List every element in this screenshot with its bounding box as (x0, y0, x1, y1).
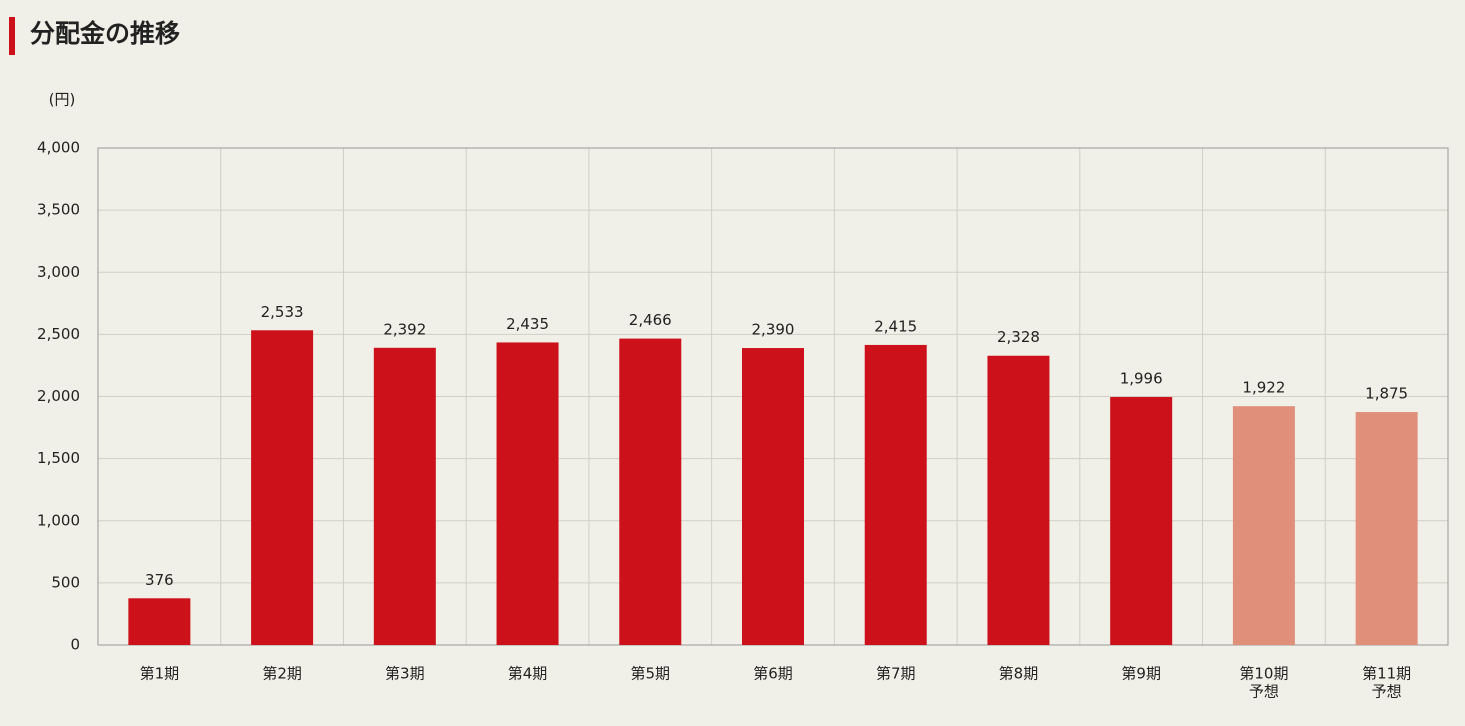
value-label: 2,415 (874, 317, 917, 335)
x-tick-label: 第1期 (140, 665, 180, 683)
bar (1232, 406, 1295, 645)
value-label: 2,435 (506, 315, 549, 333)
value-label: 2,533 (261, 303, 304, 321)
chart-title: 分配金の推移 (30, 19, 180, 48)
y-tick-label: 500 (51, 573, 80, 591)
bar (742, 348, 804, 645)
y-tick-label: 0 (70, 636, 80, 654)
y-tick-label: 3,000 (37, 263, 80, 281)
y-tick-label: 1,500 (37, 449, 80, 467)
x-tick-note: 予想 (1249, 683, 1279, 701)
x-tick-label: 第11期 (1362, 665, 1411, 683)
y-tick-label: 2,000 (37, 387, 80, 405)
value-label: 1,875 (1365, 385, 1408, 403)
value-label: 1,922 (1242, 379, 1285, 397)
bar (496, 342, 559, 645)
x-tick-note: 予想 (1372, 683, 1402, 701)
bar (864, 344, 927, 645)
bar (1355, 412, 1418, 645)
value-label: 2,466 (629, 311, 672, 329)
x-tick-label: 第10期 (1239, 665, 1288, 683)
x-tick-label: 第5期 (630, 665, 670, 683)
value-label: 1,996 (1120, 369, 1163, 387)
x-tick-label: 第3期 (385, 665, 425, 683)
bar (987, 355, 1050, 645)
y-tick-label: 3,500 (37, 201, 80, 219)
x-tick-label: 第8期 (999, 665, 1039, 683)
value-label: 2,392 (383, 320, 426, 338)
x-tick-label: 第2期 (262, 665, 302, 683)
y-tick-label: 4,000 (37, 139, 80, 157)
bar (619, 338, 682, 645)
y-axis-label: (円) (49, 91, 76, 109)
x-tick-label: 第7期 (876, 665, 916, 683)
y-tick-label: 2,500 (37, 325, 80, 343)
x-tick-label: 第9期 (1121, 665, 1161, 683)
bar (1110, 396, 1173, 645)
value-label: 2,328 (997, 328, 1040, 346)
value-label: 376 (145, 571, 174, 589)
y-tick-label: 1,000 (37, 511, 80, 529)
x-tick-label: 第6期 (753, 665, 793, 683)
x-tick-label: 第4期 (508, 665, 548, 683)
bar (128, 598, 191, 645)
bar (251, 330, 314, 645)
value-label: 2,390 (752, 321, 795, 339)
title-accent (9, 17, 15, 55)
bar (373, 347, 436, 645)
